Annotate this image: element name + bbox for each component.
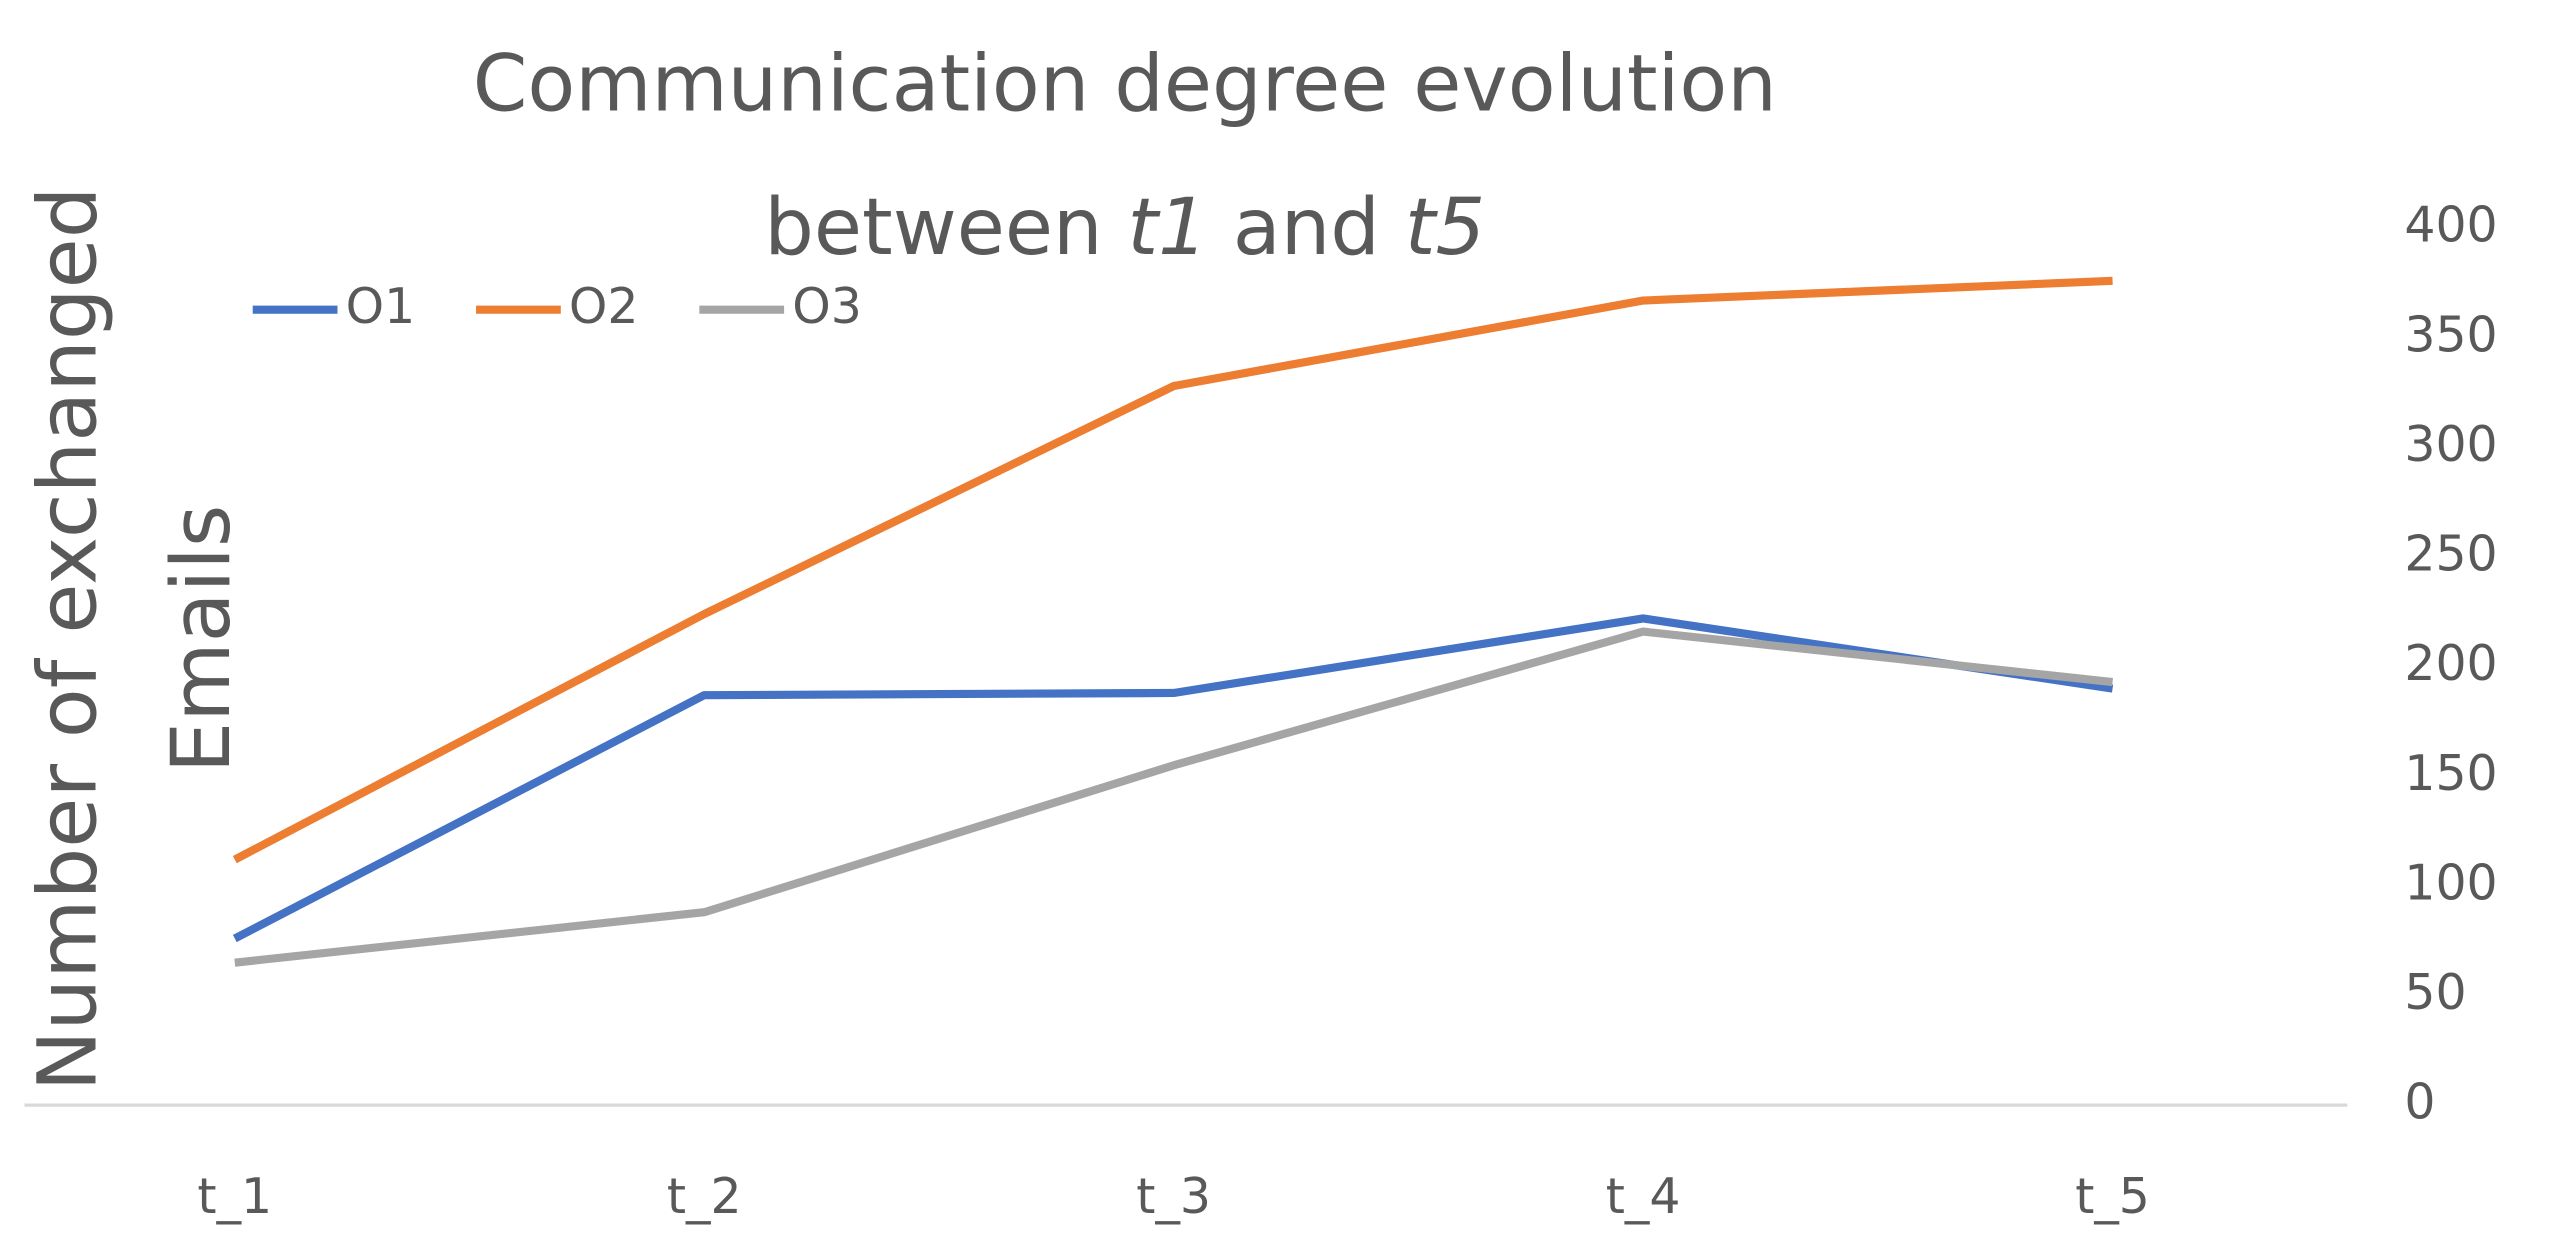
x-tick-label: t_1 [197, 1168, 272, 1225]
x-tick-label: t_5 [2075, 1168, 2150, 1225]
y-tick-label: 0 [2404, 1074, 2435, 1131]
y-tick-label: 150 [2404, 745, 2497, 802]
y-tick-label: 100 [2404, 854, 2497, 911]
y-tick-label: 400 [2404, 197, 2497, 254]
y-axis-title: Number of exchanged Emails [21, 186, 250, 1091]
chart-title: Communication degree evolution between t1… [473, 39, 1777, 273]
series-line [232, 614, 2114, 943]
y-tick-label: 250 [2404, 526, 2497, 583]
series-line [234, 627, 2114, 967]
legend-label: O2 [569, 278, 639, 335]
y-tick-label: 50 [2404, 964, 2466, 1021]
x-tick-label: t_2 [667, 1168, 742, 1225]
y-tick-label: 200 [2404, 635, 2497, 692]
x-tick-label: t_3 [1136, 1168, 1211, 1225]
y-tick-label: 300 [2404, 416, 2497, 473]
x-tick-label: t_4 [1606, 1168, 1681, 1225]
legend-label: O1 [346, 278, 416, 335]
series-line [232, 276, 2113, 864]
legend-label: O3 [792, 278, 862, 335]
y-tick-label: 350 [2404, 306, 2497, 363]
